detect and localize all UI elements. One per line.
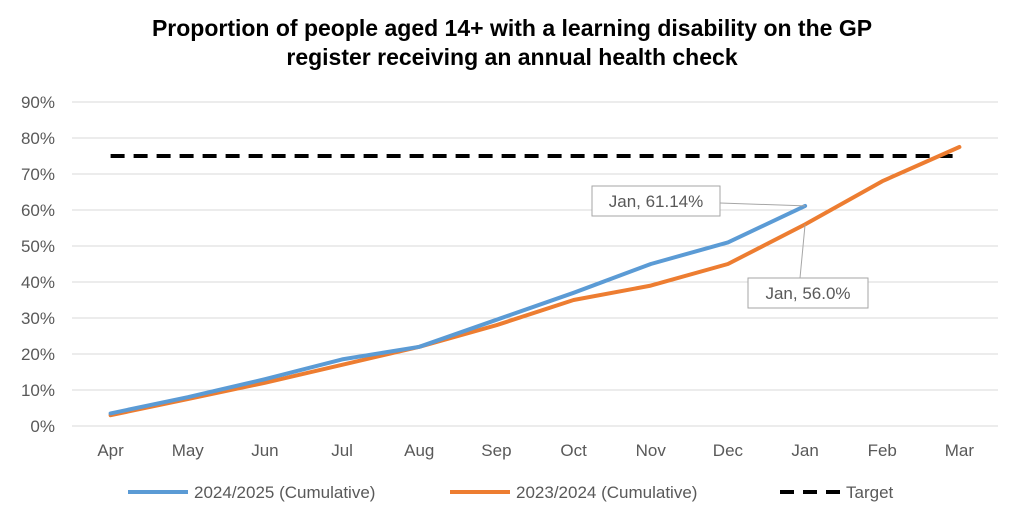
- x-tick-label: Jun: [251, 441, 278, 460]
- series-line-2023-2024: [108, 145, 962, 418]
- x-tick-label: Dec: [713, 441, 744, 460]
- annotation-box: [591, 185, 721, 217]
- x-tick-label: Nov: [636, 441, 667, 460]
- chart-title-line-2: register receiving an annual health chec…: [286, 44, 738, 70]
- x-tick-label: Feb: [868, 441, 897, 460]
- y-tick-label: 0%: [30, 417, 55, 436]
- legend-label: 2023/2024 (Cumulative): [516, 483, 697, 502]
- data-label: Jan, 61.14%: [609, 192, 704, 211]
- data-label: Jan, 56.0%: [765, 284, 850, 303]
- y-tick-label: 10%: [21, 381, 55, 400]
- y-tick-label: 80%: [21, 129, 55, 148]
- x-tick-label: May: [172, 441, 205, 460]
- x-tick-label: Jul: [331, 441, 353, 460]
- x-tick-label: Jan: [791, 441, 818, 460]
- x-tick-label: Oct: [560, 441, 587, 460]
- y-tick-label: 40%: [21, 273, 55, 292]
- y-tick-label: 30%: [21, 309, 55, 328]
- annotation-leader-line: [719, 202, 806, 207]
- y-tick-label: 50%: [21, 237, 55, 256]
- x-tick-label: Sep: [481, 441, 511, 460]
- chart-title-line-1: Proportion of people aged 14+ with a lea…: [151, 15, 873, 41]
- chart-title: Proportion of people aged 14+ with a lea…: [0, 14, 1024, 72]
- x-tick-label: Apr: [97, 441, 124, 460]
- x-tick-label: Aug: [404, 441, 434, 460]
- x-tick-label: Mar: [945, 441, 975, 460]
- legend-label: 2024/2025 (Cumulative): [194, 483, 375, 502]
- legend-label: Target: [846, 483, 894, 502]
- y-tick-label: 20%: [21, 345, 55, 364]
- y-tick-label: 70%: [21, 165, 55, 184]
- y-tick-label: 60%: [21, 201, 55, 220]
- annotation-leader-line: [799, 224, 806, 279]
- y-tick-label: 90%: [21, 93, 55, 112]
- annotation-box: [747, 277, 869, 309]
- series-line-2024-2025: [108, 203, 808, 416]
